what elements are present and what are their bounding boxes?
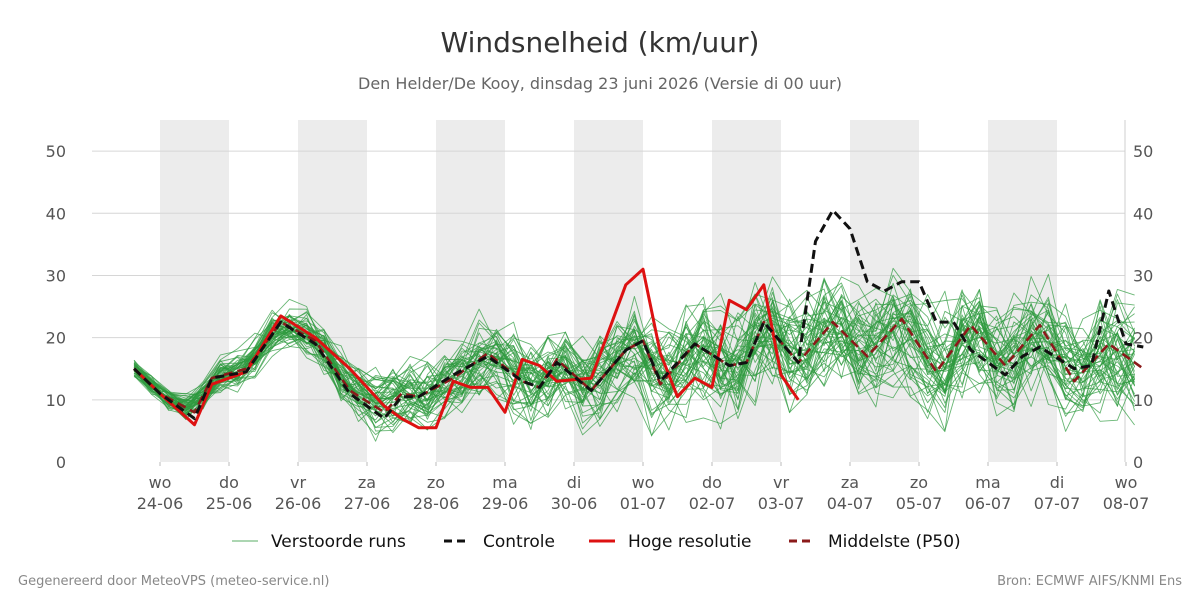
x-tick-date: 06-07 xyxy=(965,494,1012,513)
ensemble-run-line xyxy=(133,293,1136,407)
median-line xyxy=(133,317,1145,414)
x-tick-day: vr xyxy=(773,473,789,492)
x-tick-date: 03-07 xyxy=(758,494,805,513)
legend-label: Verstoorde runs xyxy=(271,532,406,552)
footer-right: Bron: ECMWF AIFS/KNMI Ens xyxy=(997,574,1182,589)
high-resolution-line xyxy=(133,267,800,430)
day-shade xyxy=(574,120,643,462)
y-tick-label-right: 40 xyxy=(1133,204,1153,223)
y-tick-label-left: 50 xyxy=(46,142,66,161)
x-tick-day: do xyxy=(702,473,722,492)
ensemble-run-line xyxy=(133,295,1135,421)
chart-subtitle: Den Helder/De Kooy, dinsdag 23 juni 2026… xyxy=(358,74,842,93)
y-tick-label-right: 0 xyxy=(1133,453,1143,472)
x-tick-date: 05-07 xyxy=(896,494,943,513)
x-tick-day: di xyxy=(567,473,582,492)
plot-area: 0 0 10 10 20 20 30 30 40 40 50 50 wo 24-06 do 25-06 vr 26… xyxy=(46,120,1153,513)
legend: Verstoorde runs Controle Hoge resolutie Mid… xyxy=(232,532,961,552)
x-tick-day: di xyxy=(1050,473,1065,492)
ensemble-run-line xyxy=(133,293,1135,434)
ensemble-run-line xyxy=(133,282,1135,419)
y-tick-label-left: 30 xyxy=(46,266,66,285)
y-tick-label-right: 50 xyxy=(1133,142,1153,161)
chart-title: Windsnelheid (km/uur) xyxy=(441,26,760,59)
legend-label: Middelste (P50) xyxy=(828,532,961,552)
legend-label: Hoge resolutie xyxy=(628,532,752,552)
x-tick-date: 07-07 xyxy=(1034,494,1081,513)
x-tick-date: 24-06 xyxy=(137,494,184,513)
ensemble-run-line xyxy=(133,301,1135,428)
y-tick-label-right: 20 xyxy=(1133,329,1153,348)
x-tick-day: za xyxy=(358,473,376,492)
y-tick-label-left: 20 xyxy=(46,329,66,348)
x-tick-date: 29-06 xyxy=(482,494,529,513)
x-tick-date: 02-07 xyxy=(689,494,736,513)
x-tick-date: 01-07 xyxy=(620,494,667,513)
x-tick-day: zo xyxy=(910,473,928,492)
x-tick-date: 25-06 xyxy=(206,494,253,513)
x-tick-date: 30-06 xyxy=(551,494,598,513)
y-tick-label-right: 10 xyxy=(1133,391,1153,410)
x-tick-date: 08-07 xyxy=(1103,494,1150,513)
day-shade xyxy=(436,120,505,462)
day-shade xyxy=(988,120,1057,462)
footer-left: Gegenereerd door MeteoVPS (meteo-service… xyxy=(18,574,329,589)
y-tick-label-left: 0 xyxy=(56,453,66,472)
ensemble-run-line xyxy=(133,288,1135,430)
day-shade xyxy=(298,120,367,462)
x-tick-day: wo xyxy=(149,473,172,492)
x-tick-date: 28-06 xyxy=(413,494,460,513)
ensemble-run-line xyxy=(133,281,1135,417)
x-tick-day: za xyxy=(841,473,859,492)
x-tick-day: do xyxy=(219,473,239,492)
x-tick-day: wo xyxy=(1115,473,1138,492)
x-tick-date: 27-06 xyxy=(344,494,391,513)
ensemble-run-line xyxy=(133,294,1136,420)
ensemble-run-line xyxy=(133,296,1136,432)
legend-label: Controle xyxy=(483,532,555,552)
x-tick-day: ma xyxy=(975,473,1000,492)
control-line xyxy=(133,208,1144,420)
x-tick-day: wo xyxy=(632,473,655,492)
y-tick-label-left: 40 xyxy=(46,204,66,223)
x-tick-day: zo xyxy=(427,473,445,492)
x-tick-day: vr xyxy=(290,473,306,492)
x-tick-date: 04-07 xyxy=(827,494,874,513)
y-tick-label-right: 30 xyxy=(1133,266,1153,285)
day-shade xyxy=(712,120,781,462)
ensemble-run-line xyxy=(133,288,1135,407)
x-tick-date: 26-06 xyxy=(275,494,322,513)
y-tick-label-left: 10 xyxy=(46,391,66,410)
x-tick-day: ma xyxy=(492,473,517,492)
day-shade xyxy=(850,120,919,462)
